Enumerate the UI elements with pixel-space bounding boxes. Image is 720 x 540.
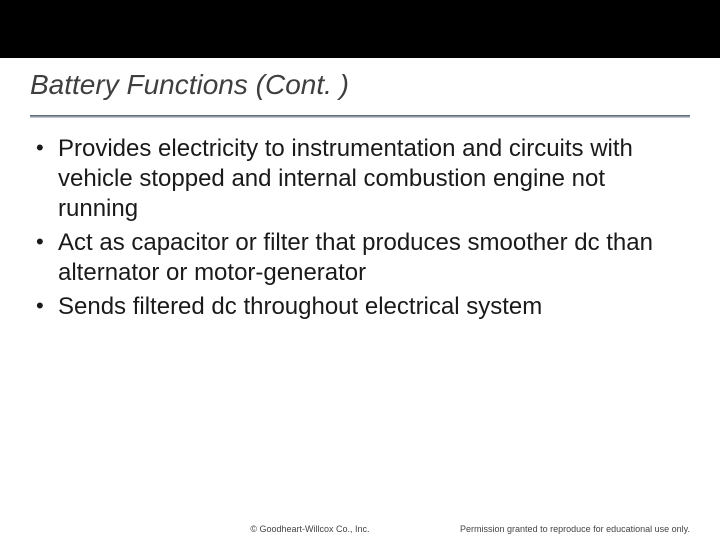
bullet-list: Provides electricity to instrumentation …	[30, 134, 690, 322]
title-area: Battery Functions (Cont. )	[0, 58, 720, 109]
copyright-text: © Goodheart-Willcox Co., Inc.	[0, 524, 380, 534]
list-item: Sends filtered dc throughout electrical …	[30, 292, 690, 322]
content-area: Provides electricity to instrumentation …	[0, 118, 720, 322]
list-item: Provides electricity to instrumentation …	[30, 134, 690, 224]
top-black-band	[0, 0, 720, 58]
list-item: Act as capacitor or filter that produces…	[30, 228, 690, 288]
permission-text: Permission granted to reproduce for educ…	[460, 524, 690, 534]
slide-title: Battery Functions (Cont. )	[30, 70, 690, 101]
footer: © Goodheart-Willcox Co., Inc. Permission…	[0, 524, 720, 534]
